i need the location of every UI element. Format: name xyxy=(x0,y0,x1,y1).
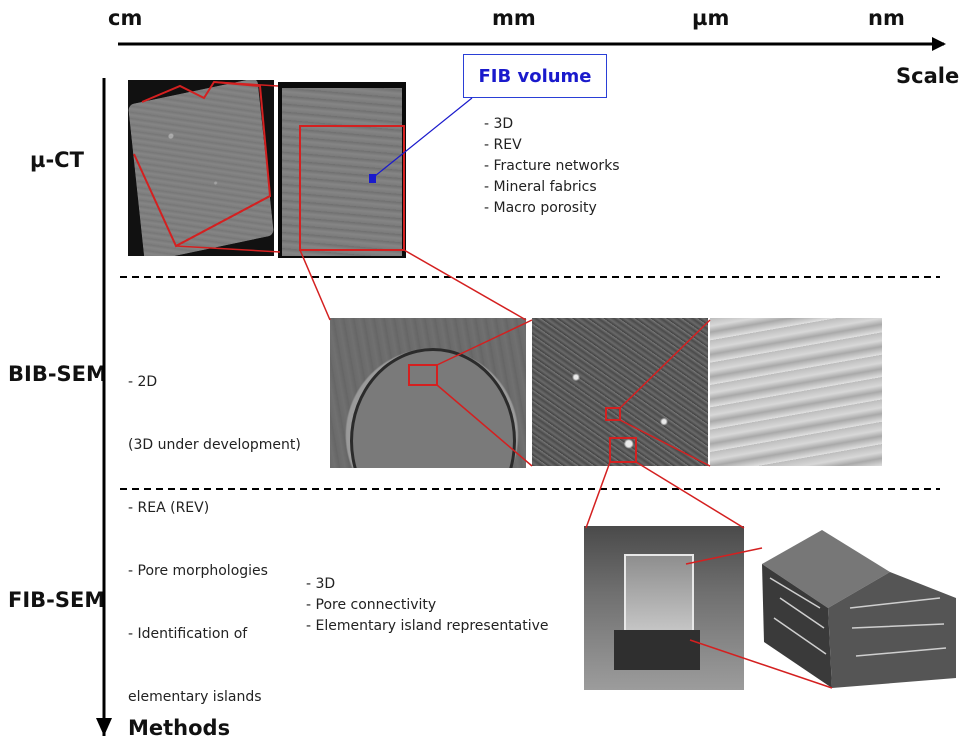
bib-to-fib-connector-left xyxy=(586,462,610,528)
bib-zoom-connector-bottom xyxy=(437,385,532,466)
detail-to-zoom-connector-top xyxy=(620,320,710,408)
methods-axis-arrowhead xyxy=(96,718,112,736)
ct-to-bib-connector-right xyxy=(404,250,526,320)
bib-detail-roi-box xyxy=(606,408,620,420)
detail-to-zoom-connector-bottom xyxy=(620,420,710,466)
core-to-slice-connector-bottom xyxy=(176,246,280,252)
ct-to-bib-connector-left xyxy=(300,250,330,320)
bib-overview-roi-box xyxy=(409,365,437,385)
core-outline xyxy=(134,82,270,246)
bib-zoom-connector-top xyxy=(437,320,532,365)
bib-to-fib-connector-right xyxy=(636,462,744,528)
slice-roi-box xyxy=(300,126,404,250)
trench-to-volume-connector-top xyxy=(686,548,762,564)
bib-fib-site-box xyxy=(610,438,636,462)
trench-to-volume-connector-bottom xyxy=(690,640,832,688)
callout-leader-line xyxy=(375,98,472,176)
